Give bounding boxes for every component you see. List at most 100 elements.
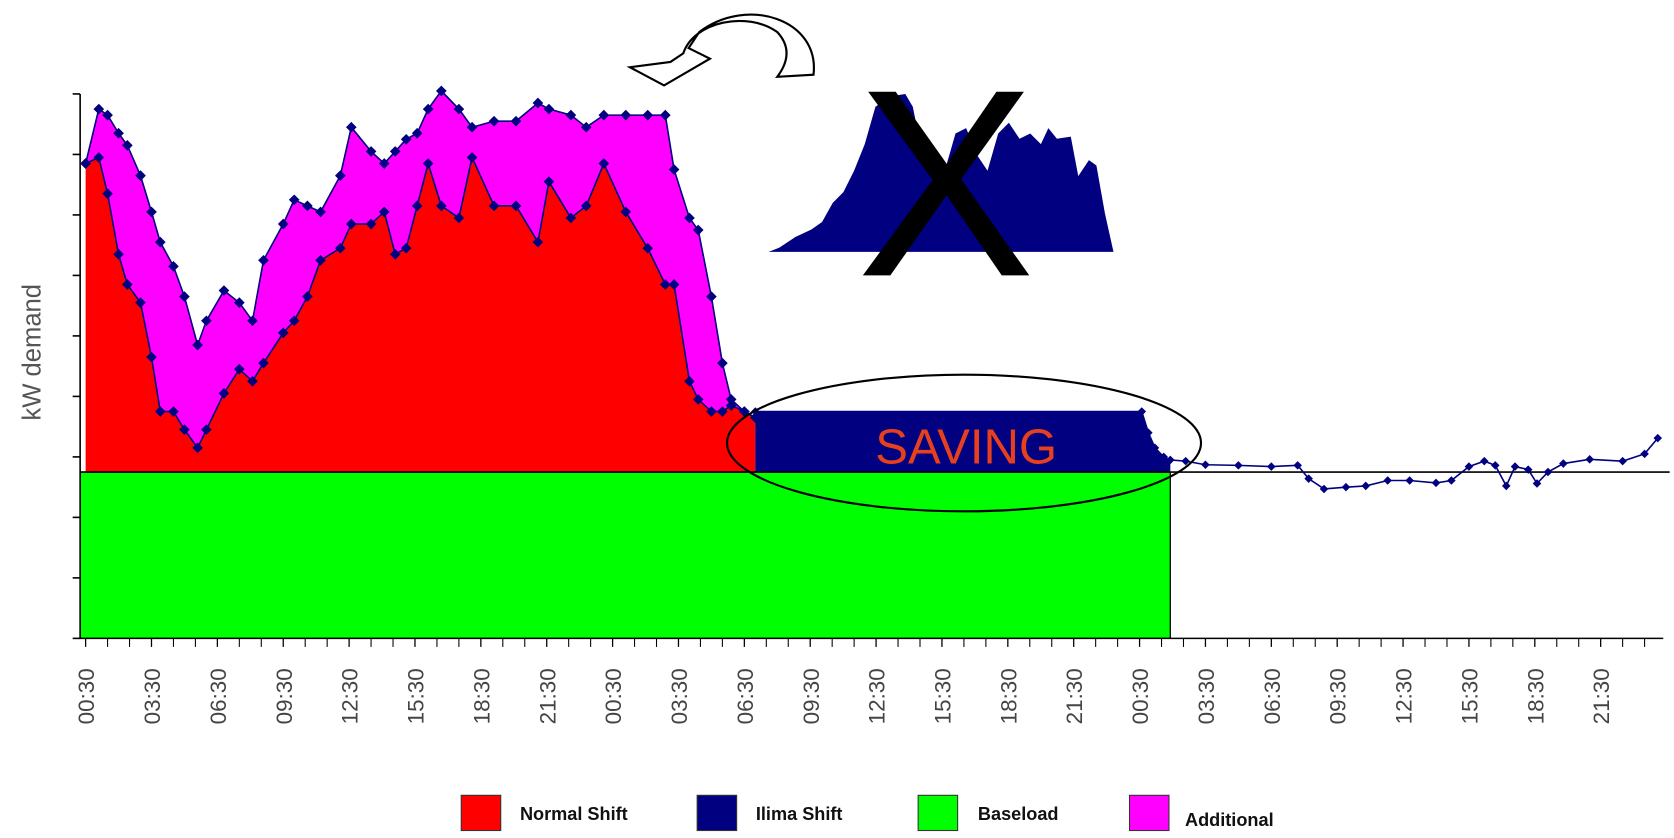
marker-normal-shift xyxy=(334,242,346,254)
marker-normal-shift xyxy=(580,200,592,212)
marker-ilima-shift xyxy=(1480,456,1489,466)
marker-additional xyxy=(668,164,680,175)
legend-swatch xyxy=(460,794,502,832)
marker-normal-shift xyxy=(717,406,728,417)
marker-normal-shift xyxy=(565,212,577,224)
marker-normal-shift xyxy=(146,351,157,363)
x-tick-label: 18:30 xyxy=(469,668,494,724)
marker-normal-shift xyxy=(400,242,412,254)
x-tick-label: 15:30 xyxy=(930,668,955,724)
marker-ilima-shift xyxy=(1653,433,1663,443)
marker-normal-shift xyxy=(113,248,124,260)
marker-normal-shift xyxy=(435,200,447,212)
marker-additional xyxy=(277,218,289,230)
x-tick-label: 06:30 xyxy=(733,668,758,724)
x-tick-label: 03:30 xyxy=(140,668,165,724)
x-tick-label: 15:30 xyxy=(1457,668,1482,724)
marker-additional xyxy=(706,291,717,302)
marker-additional xyxy=(378,158,390,169)
marker-normal-shift xyxy=(258,357,269,369)
marker-ilima-shift xyxy=(1181,456,1190,466)
marker-ilima-shift xyxy=(1201,460,1210,470)
marker-ilima-shift xyxy=(1234,461,1243,470)
marker-normal-shift xyxy=(179,424,190,436)
marker-additional xyxy=(302,200,313,212)
marker-ilima-shift xyxy=(1267,462,1276,471)
marker-additional xyxy=(543,103,555,115)
marker-additional xyxy=(168,261,179,272)
marker-normal-shift xyxy=(122,279,133,290)
marker-ilima-shift xyxy=(1383,476,1392,485)
marker-ilima-shift xyxy=(1405,476,1414,485)
x-tick-label: 06:30 xyxy=(1260,668,1285,724)
marker-additional xyxy=(192,339,203,351)
marker-ilima-shift xyxy=(1159,452,1168,462)
marker-normal-shift xyxy=(302,291,313,302)
legend-swatch xyxy=(917,794,959,832)
marker-normal-shift xyxy=(543,176,555,187)
marker-additional xyxy=(532,97,544,109)
x-tick-label: 12:30 xyxy=(338,668,363,724)
marker-normal-shift xyxy=(365,218,377,230)
marker-additional xyxy=(258,254,269,266)
marker-additional xyxy=(389,146,401,157)
marker-normal-shift xyxy=(749,412,761,423)
marker-normal-shift xyxy=(598,158,610,169)
x-tick-label: 18:30 xyxy=(996,668,1021,724)
marker-normal-shift xyxy=(80,158,91,169)
marker-normal-shift xyxy=(466,152,478,163)
marker-normal-shift xyxy=(488,200,500,212)
marker-normal-shift xyxy=(288,315,300,327)
marker-ilima-shift xyxy=(1341,482,1351,492)
marker-ilima-shift xyxy=(1361,481,1371,491)
marker-ilima-shift xyxy=(1585,455,1594,464)
marker-normal-shift xyxy=(315,254,326,266)
legend-label: Normal Shift xyxy=(520,804,628,824)
marker-additional xyxy=(580,121,592,133)
marker-normal-shift xyxy=(233,363,245,375)
marker-ilima-shift xyxy=(1431,478,1441,488)
marker-normal-shift xyxy=(532,236,544,248)
marker-normal-shift xyxy=(345,218,357,230)
legend-swatch xyxy=(1128,794,1170,832)
marker-additional xyxy=(247,315,258,327)
marker-normal-shift xyxy=(453,212,465,224)
marker-ilima-shift xyxy=(1319,484,1329,494)
marker-ilima-shift xyxy=(1559,459,1568,468)
area-additional xyxy=(85,90,756,448)
marker-normal-shift xyxy=(192,442,203,454)
marker-additional xyxy=(218,285,230,296)
marker-additional xyxy=(146,206,157,218)
x-tick-label: 09:30 xyxy=(1326,668,1351,724)
x-tick-label: 06:30 xyxy=(206,668,231,724)
marker-normal-shift xyxy=(378,206,390,218)
area-ilima-shift xyxy=(755,411,1171,473)
area-baseload xyxy=(79,471,1171,640)
marker-ilima-shift xyxy=(1532,479,1542,488)
saving-ellipse xyxy=(725,373,1203,513)
curved-arrow xyxy=(626,13,815,87)
plot: 00:30 03:30 06:30 09:30 12:30 15:30 18:30 21:30… xyxy=(72,85,1670,832)
marker-ilima-shift xyxy=(1491,461,1500,470)
marker-ilima-shift xyxy=(1640,449,1649,459)
x-tick-label: 00:30 xyxy=(1128,668,1153,724)
x-tick-label: 03:30 xyxy=(667,668,692,724)
marker-additional xyxy=(315,206,326,218)
marker-normal-shift xyxy=(218,388,230,399)
marker-additional xyxy=(422,103,434,115)
marker-normal-shift xyxy=(102,188,113,200)
y-axis-label: kW demand xyxy=(19,284,47,421)
x-tick-label: 21:30 xyxy=(535,668,560,724)
x-tick-label: 21:30 xyxy=(1589,668,1614,724)
marker-additional xyxy=(435,85,447,97)
marker-additional xyxy=(135,170,146,181)
marker-additional xyxy=(201,315,212,327)
marker-normal-shift xyxy=(510,200,522,212)
x-tick-label: 12:30 xyxy=(865,668,890,724)
marker-additional xyxy=(288,194,300,206)
marker-normal-shift xyxy=(93,152,105,163)
marker-ilima-shift xyxy=(1150,443,1160,453)
marker-additional xyxy=(466,121,478,133)
marker-additional xyxy=(179,291,190,302)
legend-swatch xyxy=(696,794,738,832)
